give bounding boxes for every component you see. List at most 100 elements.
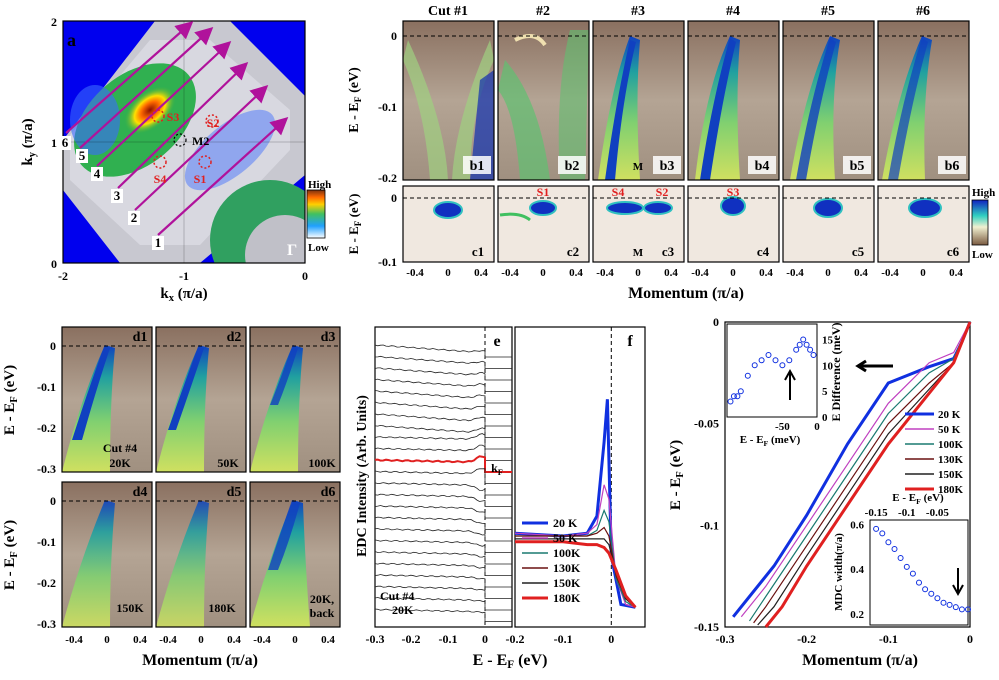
inset-bottom-point [940, 599, 947, 606]
inset-top-point [779, 362, 786, 369]
d5-temp: 180K [208, 601, 236, 615]
inset-bottom-point [958, 606, 965, 613]
tick-c3-x-1: 0 [635, 267, 641, 279]
panel-d2-frame [155, 326, 247, 473]
tick-d-top-y-2: -0.2 [37, 421, 56, 435]
tick-a-x-2: 0 [302, 269, 308, 283]
inset-top-point [810, 352, 817, 358]
panel-f-frame [514, 326, 646, 628]
d3-temp: 100K [308, 456, 336, 470]
tick-g-x-0: -0.3 [716, 632, 735, 646]
tick-mdc-x-1: -0.1 [898, 507, 915, 519]
label-bg [558, 156, 586, 174]
map-spot-s2: S2 [207, 116, 220, 130]
tick-d-top-y-1: -0.1 [37, 380, 56, 394]
panel-label-c4: c4 [757, 244, 770, 259]
panel-c2-frame [497, 185, 590, 263]
tick-a-y-0: 2 [51, 15, 57, 29]
colorbar-a-high: High [308, 179, 331, 191]
tick-e-x-3: 0 [482, 632, 488, 646]
tick-d-x-0-0: -0.4 [65, 634, 83, 646]
edc-curve [374, 413, 512, 427]
tick-mdc-y-0: 0.6 [850, 519, 864, 531]
d1-cut-label: Cut #4 [103, 441, 137, 455]
axis-label-d-energy-bottom: E - EF (eV) [2, 520, 20, 590]
cut-number-bg [76, 149, 88, 163]
tick-c-y-0: 0 [391, 191, 397, 205]
m-label-c3: M [633, 247, 644, 259]
axis-label-edc: EDC Intensity (Arb. Units) [355, 395, 370, 557]
tick-mdc-x-2: -0.05 [926, 507, 949, 519]
panel-label-d1: d1 [133, 330, 148, 345]
f-legend-2: 100K [553, 546, 581, 560]
inset-top-point [737, 388, 744, 395]
axis-label-mdc-y: MDC width(π/a) [833, 533, 845, 611]
axis-label-g-energy: E - EF (eV) [668, 440, 686, 510]
panel-label-c5: c5 [852, 244, 865, 259]
cut-title-6: #6 [916, 4, 930, 19]
panel-label-d5: d5 [227, 485, 242, 500]
tick-c1-x-0: -0.4 [406, 267, 424, 279]
panel-d1-frame [61, 326, 153, 473]
tick-d-x-1-0: -0.4 [159, 634, 177, 646]
f-legend-4: 150K [553, 576, 581, 590]
cut-number-bg [111, 189, 123, 203]
tick-d-x-0-1: 0 [104, 634, 110, 646]
panel-b3-frame [592, 20, 685, 181]
colorbar-a-low: Low [308, 242, 329, 254]
panel-d6-frame [249, 481, 341, 628]
edc-curve [374, 390, 512, 404]
cut-number-2: 2 [131, 210, 138, 225]
axis-label-d-energy-top: E - EF (eV) [2, 365, 20, 435]
f-legend-1: 50 K [553, 531, 578, 545]
inset-top-point [730, 393, 737, 400]
tick-c3-x-2: 0.4 [664, 267, 678, 279]
panel-b5-frame [782, 20, 875, 181]
edc-curve [374, 468, 512, 484]
inset-top-point [800, 336, 807, 343]
g-legend-1: 50 K [938, 424, 961, 436]
inset-bottom-frame [869, 519, 969, 626]
panels-d-images [62, 327, 340, 627]
panel-c1-frame [402, 185, 495, 263]
edc-curve [374, 401, 512, 415]
c-spot-s2: S2 [656, 185, 669, 199]
tick-c5-x-0: -0.4 [786, 267, 804, 279]
panel-label-c1: c1 [472, 244, 484, 259]
inset-bottom-point [934, 595, 941, 602]
tick-a-x-1: -1 [179, 269, 189, 283]
panel-c3-frame [592, 185, 685, 263]
tick-c4-x-0: -0.4 [691, 267, 709, 279]
e-cut-label: Cut #4 [380, 589, 414, 603]
kf-label: kF [491, 461, 503, 477]
tick-mdc-y-1: 0.4 [850, 564, 864, 576]
cut-title-4: #4 [726, 4, 740, 19]
tick-g-x-3: 0 [967, 632, 973, 646]
d6-temp: 20K, [310, 592, 334, 606]
tick-inset-y-1: 10 [822, 360, 834, 372]
cut-number-5: 5 [79, 148, 86, 163]
tick-inset-y-3: 0 [822, 412, 828, 424]
f-legend-0: 20 K [553, 516, 578, 530]
tick-a-x-0: -2 [58, 269, 68, 283]
edc-curve [374, 378, 512, 392]
edc-curve [374, 493, 512, 507]
panel-label-b2: b2 [565, 159, 580, 174]
tick-d-x-1-2: 0.4 [227, 634, 241, 646]
tick-d-top-y-0: 0 [50, 339, 56, 353]
inset-top-point [793, 346, 800, 353]
inset-bottom-point [909, 570, 916, 577]
c-spot-s1: S1 [537, 185, 550, 199]
panel-g-frame [724, 321, 971, 628]
inset-bottom-point [952, 604, 959, 611]
tick-d-bot-y-2: -0.2 [37, 576, 56, 590]
inset-bottom-point [885, 539, 892, 546]
inset-top-point [727, 398, 734, 405]
d6-back: back [310, 606, 335, 620]
panels-b-images [403, 21, 969, 180]
tick-mdc-y-2: 0.2 [850, 609, 864, 621]
edc-curve [374, 482, 512, 496]
tick-c1-x-1: 0 [445, 267, 451, 279]
panel-c6-frame [877, 185, 970, 263]
